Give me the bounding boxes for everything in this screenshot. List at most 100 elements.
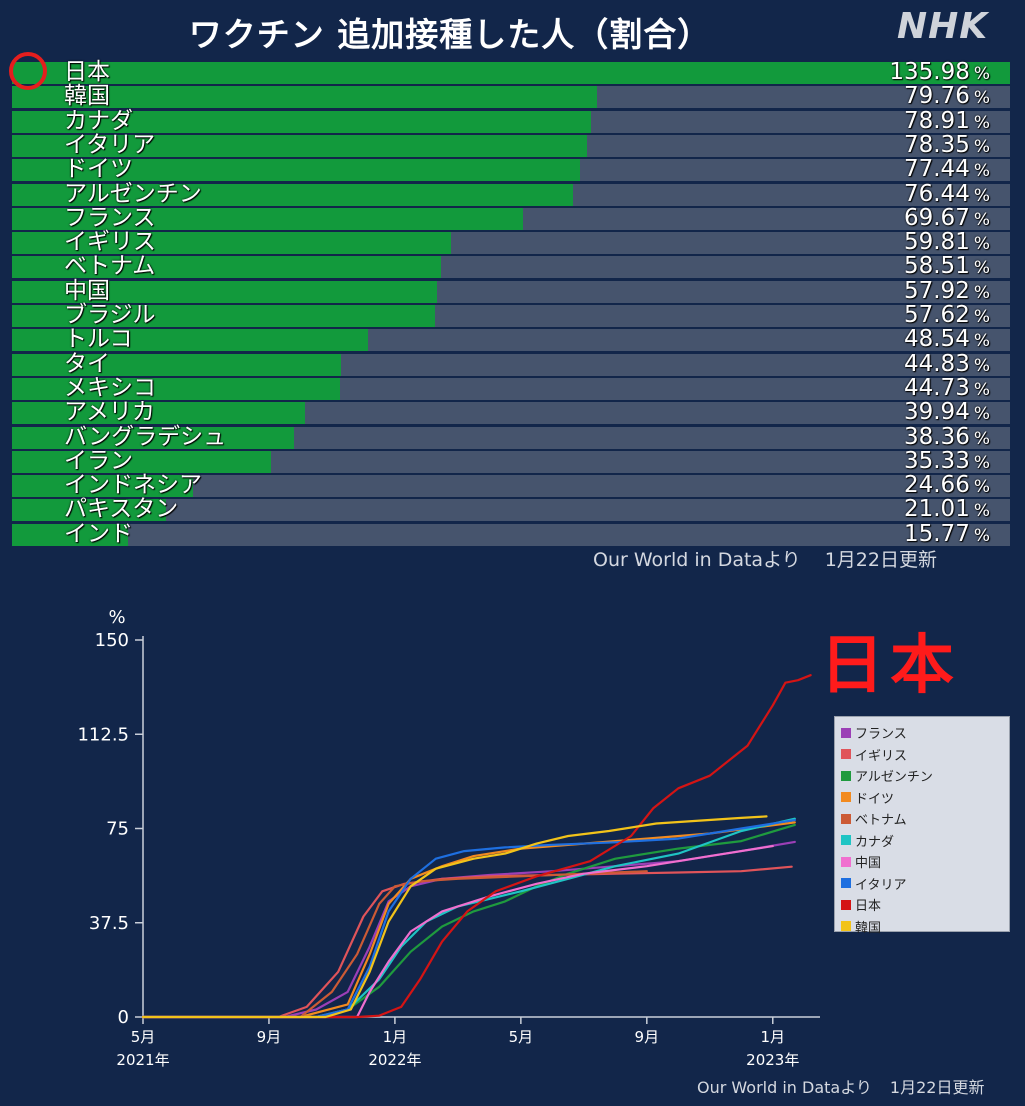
line-chart: % 0 37.5 75 112.5 150 5月 2021年 9月 1月 2022年 5月 9月 1月 20… <box>77 607 820 1069</box>
country-label: イラン <box>64 447 133 474</box>
legend-item: イギリス <box>841 744 1009 766</box>
value-label: 39.94% <box>903 399 990 426</box>
line-source: Our World in Dataより 1月22日更新 <box>697 1074 984 1098</box>
legend-swatch <box>841 856 851 867</box>
bar-row: ドイツ 77.44% <box>12 156 1010 182</box>
highlight-circle <box>9 52 47 90</box>
series-line <box>141 674 812 1019</box>
value-label: 78.35% <box>903 131 990 158</box>
bar <box>12 353 342 376</box>
legend-label: イギリス <box>855 748 908 764</box>
bar <box>12 280 438 303</box>
bar <box>12 62 1010 84</box>
x-tick-label: 1月 <box>383 1028 408 1046</box>
series-line <box>141 845 774 1019</box>
legend-swatch <box>841 921 851 932</box>
value-label: 24.66% <box>903 472 990 499</box>
bar-row: アメリカ 39.94% <box>12 399 1010 426</box>
bar-row: ブラジル 57.62% <box>12 302 1010 328</box>
bar <box>12 110 592 133</box>
bar <box>12 426 294 449</box>
x-tick-label: 5月 <box>131 1028 156 1046</box>
legend-swatch <box>841 878 851 889</box>
bar-row: 中国 57.92% <box>12 277 1010 304</box>
legend-swatch <box>841 770 851 781</box>
legend-label: アルゼンチン <box>855 770 933 786</box>
legend-swatch <box>841 835 851 846</box>
legend-label: 中国 <box>855 856 882 872</box>
bar <box>12 207 524 230</box>
bar <box>12 256 442 279</box>
value-label: 44.83% <box>903 350 990 377</box>
country-label: メキシコ <box>64 374 156 401</box>
y-tick-label: 112.5 <box>77 724 129 745</box>
value-label: 57.92% <box>903 277 990 304</box>
country-label: カナダ <box>64 107 133 134</box>
legend-swatch <box>841 813 851 824</box>
legend-item: 日本 <box>841 894 1009 916</box>
value-label: 59.81% <box>903 229 990 256</box>
bar-row: パキスタン 21.01% <box>12 496 1010 523</box>
legend-label: カナダ <box>855 834 895 850</box>
country-label: インド <box>64 520 133 547</box>
country-label: 中国 <box>64 277 110 304</box>
value-label: 135.98% <box>889 59 990 85</box>
legend-item: イタリア <box>841 873 1009 895</box>
country-label: パキスタン <box>64 496 179 523</box>
value-label: 15.77% <box>903 520 990 547</box>
y-tick-label: 37.5 <box>89 913 129 934</box>
value-label: 69.67% <box>903 204 990 231</box>
country-label: イギリス <box>64 229 156 256</box>
value-label: 44.73% <box>903 374 990 401</box>
value-label: 79.76% <box>903 83 990 110</box>
series-line <box>141 815 768 1019</box>
japan-callout: 日本 <box>820 629 960 703</box>
bar-row: イラン 35.33% <box>12 447 1010 474</box>
legend-label: フランス <box>855 727 907 743</box>
legend-swatch <box>841 749 851 760</box>
bar-row: タイ 44.83% <box>12 350 1010 377</box>
country-label: 日本 <box>64 59 110 85</box>
bar <box>12 159 581 182</box>
legend-swatch <box>841 792 851 803</box>
country-label: インドネシア <box>64 472 202 499</box>
y-tick-label: 150 <box>95 630 129 651</box>
legend-label: ドイツ <box>855 791 895 807</box>
bar-row: カナダ 78.91% <box>12 107 1010 134</box>
value-label: 76.44% <box>903 180 990 207</box>
country-label: ベトナム <box>64 253 156 280</box>
country-label: アルゼンチン <box>64 180 202 207</box>
country-label: フランス <box>64 204 156 231</box>
value-label: 38.36% <box>903 423 990 450</box>
bar-row: バングラデシュ 38.36% <box>12 423 1010 450</box>
value-label: 35.33% <box>903 447 990 474</box>
x-tick-year: 2021年 <box>116 1051 169 1069</box>
value-label: 78.91% <box>903 107 990 134</box>
source-text: Our World in Dataより <box>697 1078 872 1097</box>
legend-item: ベトナム <box>841 808 1009 830</box>
country-label: アメリカ <box>64 399 155 426</box>
bar <box>12 402 306 425</box>
chart-legend: フランス イギリス アルゼンチン ドイツ ベトナム カナダ 中国 イタリア 日本 韓国 <box>834 716 1010 936</box>
x-tick-label: 5月 <box>509 1028 534 1046</box>
bar-row: 韓国 79.76% <box>12 83 1010 110</box>
legend-item: 中国 <box>841 851 1009 873</box>
update-date: 1月22日更新 <box>824 549 937 571</box>
bar-row: フランス 69.67% <box>12 204 1010 231</box>
legend-label: ベトナム <box>855 813 907 829</box>
x-tick-year: 2022年 <box>368 1051 421 1069</box>
legend-swatch <box>841 899 851 910</box>
legend-label: イタリア <box>855 877 907 893</box>
bar-row: トルコ 48.54% <box>12 326 1010 352</box>
bar <box>12 329 369 352</box>
y-axis-unit: % <box>108 607 125 628</box>
nhk-logo: NHK <box>897 6 989 47</box>
bar <box>12 134 588 157</box>
x-tick-year: 2023年 <box>746 1051 799 1069</box>
bar <box>12 377 341 400</box>
bar-row: イギリス 59.81% <box>12 229 1010 256</box>
bar-source: Our World in Dataより 1月22日更新 <box>593 545 937 572</box>
bar <box>12 183 574 206</box>
bar <box>12 475 193 498</box>
bar <box>12 450 272 473</box>
